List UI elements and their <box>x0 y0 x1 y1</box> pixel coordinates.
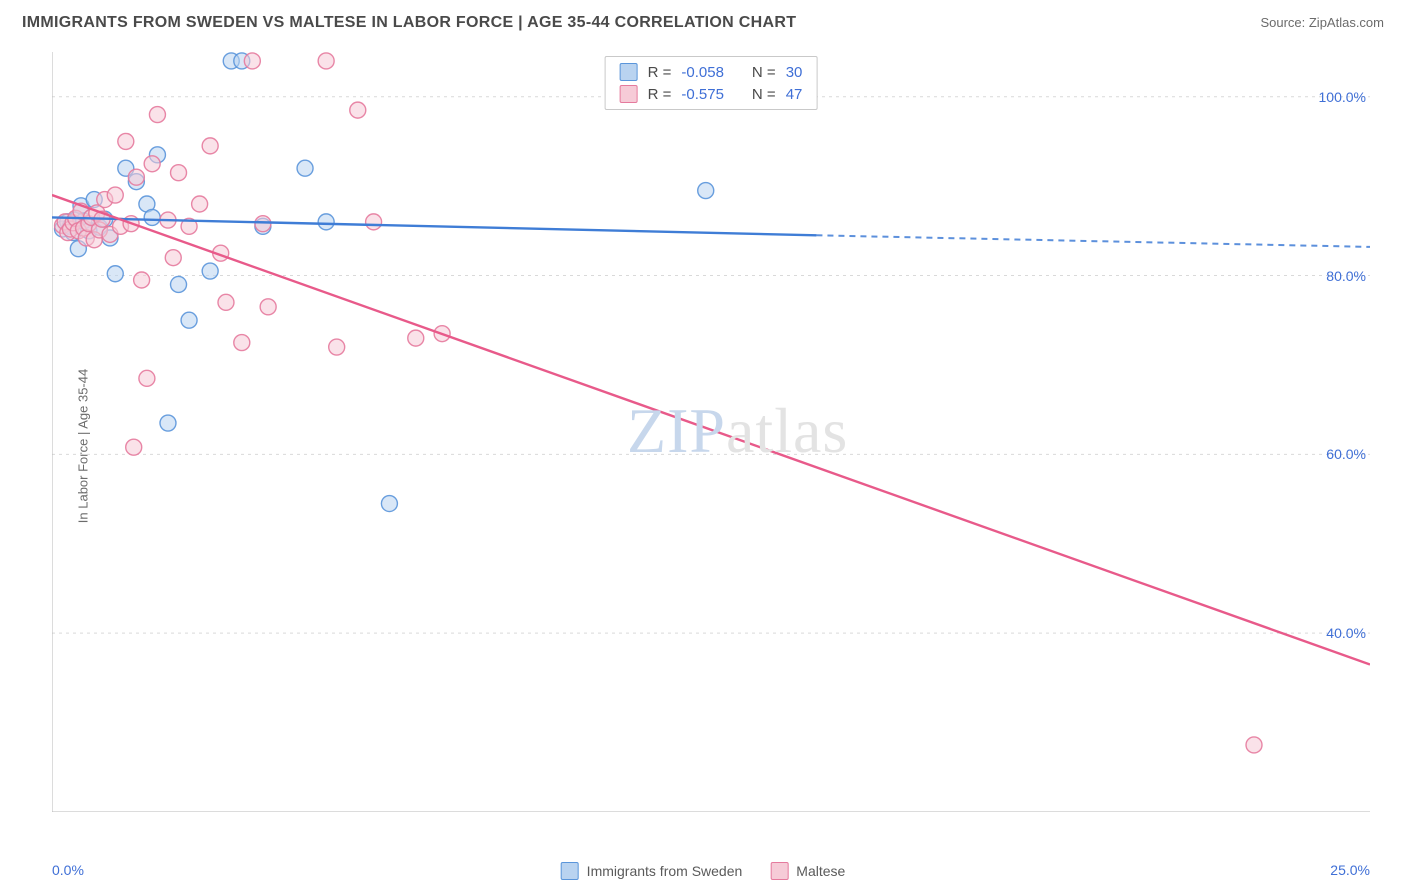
chart-plot-area: R = -0.058 N = 30 R = -0.575 N = 47 ZIPa… <box>52 52 1370 812</box>
y-tick-label: 80.0% <box>1326 268 1366 284</box>
y-tick-label: 100.0% <box>1319 89 1366 105</box>
x-tick-min: 0.0% <box>52 862 84 878</box>
n-label: N = <box>752 86 776 103</box>
n-label: N = <box>752 64 776 81</box>
scatter-plot-svg <box>52 52 1370 812</box>
source-credit: Source: ZipAtlas.com <box>1260 15 1384 30</box>
legend-row-maltese: R = -0.575 N = 47 <box>620 83 803 105</box>
chart-title: IMMIGRANTS FROM SWEDEN VS MALTESE IN LAB… <box>22 14 796 32</box>
swatch-maltese <box>620 85 638 103</box>
r-label: R = <box>648 64 672 81</box>
source-prefix: Source: <box>1260 15 1308 30</box>
n-value-maltese: 47 <box>786 86 803 103</box>
x-axis-labels: 0.0% 25.0% <box>52 862 1370 878</box>
y-tick-label: 40.0% <box>1326 625 1366 641</box>
source-name: ZipAtlas.com <box>1309 15 1384 30</box>
legend-row-sweden: R = -0.058 N = 30 <box>620 61 803 83</box>
swatch-sweden <box>620 63 638 81</box>
correlation-legend: R = -0.058 N = 30 R = -0.575 N = 47 <box>605 56 818 110</box>
r-label: R = <box>648 86 672 103</box>
r-value-sweden: -0.058 <box>681 64 724 81</box>
x-tick-max: 25.0% <box>1330 862 1370 878</box>
n-value-sweden: 30 <box>786 64 803 81</box>
r-value-maltese: -0.575 <box>681 86 724 103</box>
y-tick-label: 60.0% <box>1326 446 1366 462</box>
chart-header: IMMIGRANTS FROM SWEDEN VS MALTESE IN LAB… <box>0 0 1406 42</box>
